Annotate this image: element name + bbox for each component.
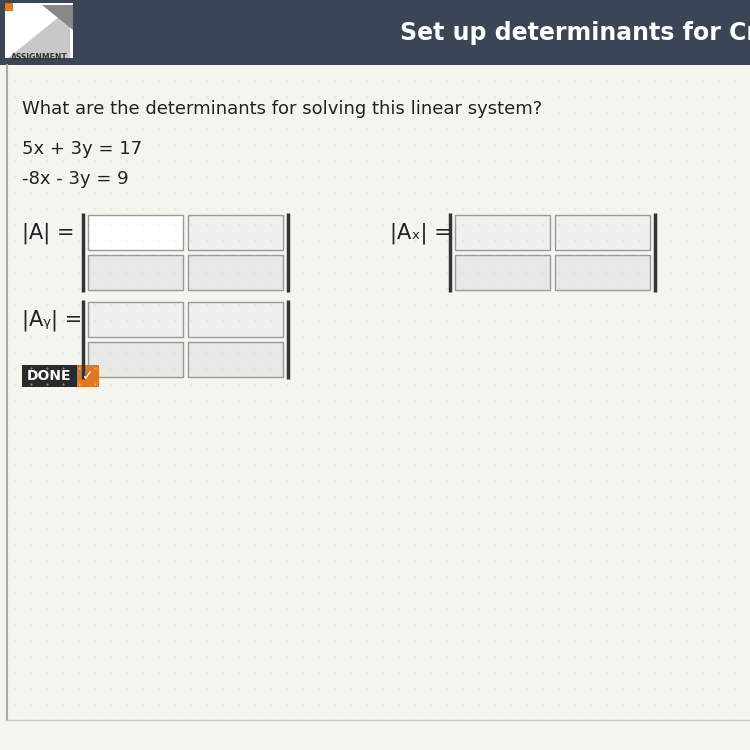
Text: 5x + 3y = 17: 5x + 3y = 17	[22, 140, 142, 158]
Bar	[88, 255, 183, 290]
Bar	[188, 215, 283, 250]
Text: |Aₓ| =: |Aₓ| =	[390, 222, 452, 244]
Bar	[455, 215, 550, 250]
Text: DONE: DONE	[27, 369, 71, 383]
Bar	[188, 302, 283, 337]
Bar	[455, 255, 550, 290]
Bar	[5, 3, 73, 58]
Text: Set up determinants for Cr: Set up determinants for Cr	[400, 21, 750, 45]
Polygon shape	[8, 8, 70, 58]
Bar	[88, 302, 183, 337]
Bar	[5, 3, 13, 11]
Polygon shape	[42, 5, 73, 30]
Bar	[77, 365, 99, 387]
Bar	[88, 342, 183, 377]
Bar	[22, 365, 77, 387]
Text: -8x - 3y = 9: -8x - 3y = 9	[22, 170, 129, 188]
Text: ✓: ✓	[82, 369, 94, 383]
Bar	[555, 215, 650, 250]
Text: ASSIGNMENT: ASSIGNMENT	[10, 53, 68, 62]
Bar	[188, 255, 283, 290]
Text: |Aᵧ| =: |Aᵧ| =	[22, 309, 82, 331]
Text: |A| =: |A| =	[22, 222, 74, 244]
Bar	[88, 215, 183, 250]
Bar	[555, 255, 650, 290]
Text: What are the determinants for solving this linear system?: What are the determinants for solving th…	[22, 100, 542, 118]
Bar	[0, 0, 750, 65]
Bar	[188, 342, 283, 377]
